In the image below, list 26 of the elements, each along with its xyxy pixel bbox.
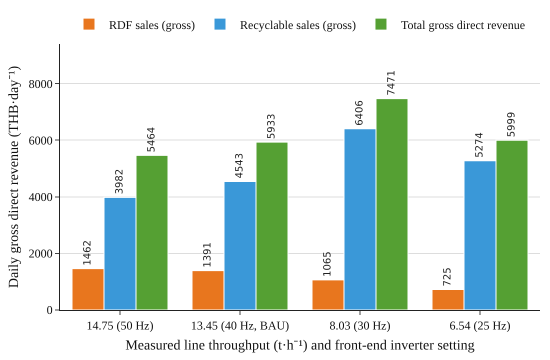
x-tick-label: 13.45 (40 Hz, BAU): [190, 318, 290, 332]
legend-label: Total gross direct revenue: [400, 18, 526, 32]
y-tick-label: 8000: [28, 76, 53, 91]
data-label: 1391: [202, 242, 214, 268]
data-label: 7471: [386, 70, 398, 96]
data-label: 725: [442, 267, 454, 286]
data-label: 6406: [354, 100, 366, 126]
data-label: 1462: [82, 240, 94, 266]
data-label: 1065: [322, 251, 334, 277]
data-label: 5464: [146, 126, 158, 152]
y-tick-label: 2000: [28, 246, 53, 261]
x-tick-label: 14.75 (50 Hz): [86, 318, 154, 332]
x-axis-title: Measured line throughput (t·h⁻¹) and front-end inverter setting: [125, 338, 475, 354]
data-label: 5999: [506, 112, 518, 138]
data-label: 3982: [114, 168, 126, 194]
legend-label: Recyclable sales (gross): [240, 18, 356, 32]
x-tick-label: 6.54 (25 Hz): [450, 318, 510, 332]
y-tick-label: 6000: [28, 133, 53, 148]
x-tick-label: 8.03 (30 Hz): [330, 318, 390, 332]
data-label: 4543: [234, 152, 246, 178]
legend-label: RDF sales (gross): [109, 18, 195, 32]
data-label: 5274: [474, 132, 486, 158]
y-tick-label: 0: [46, 303, 53, 318]
data-label: 5933: [266, 114, 278, 140]
y-axis-title: Daily gross direct revenue (THB·day⁻¹): [7, 66, 22, 288]
y-tick-label: 4000: [28, 190, 53, 204]
